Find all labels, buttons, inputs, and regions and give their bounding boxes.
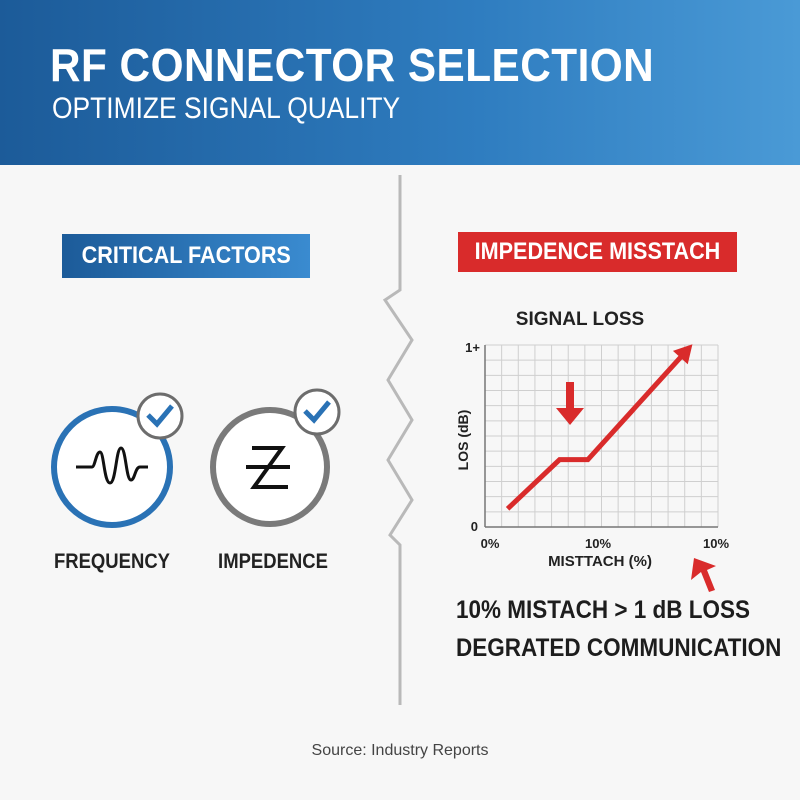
- badge-label: CRITICAL FACTORS: [81, 242, 291, 269]
- pointer-arrow-icon: [691, 558, 716, 592]
- factor-label-impedance: IMPEDENCE: [218, 550, 328, 573]
- x-tick-label: 10%: [703, 536, 729, 551]
- note-line-1: 10% MISTACH > 1 dB LOSS: [456, 596, 751, 624]
- frequency-icon: [51, 392, 184, 528]
- y-tick-label: 1+: [465, 340, 480, 355]
- divider-line: [382, 175, 414, 705]
- sine-wave-icon: [76, 446, 148, 485]
- arrowhead-icon: [672, 344, 693, 365]
- check-badge-icon: [293, 388, 341, 436]
- note-line-2: DEGRATED COMMUNICATION: [456, 634, 782, 662]
- page-subtitle: OPTIMIZE SIGNAL QUALITY: [52, 92, 401, 125]
- critical-factors-badge: CRITICAL FACTORS: [62, 234, 310, 278]
- x-tick-label: 10%: [585, 536, 611, 551]
- badge-label: IMPEDENCE MISSTACH: [474, 238, 721, 265]
- source-note: Source: Industry Reports: [311, 742, 489, 759]
- impedance-mismatch-badge: IMPEDENCE MISSTACH: [458, 232, 737, 272]
- y-axis-label: LOS (dB): [455, 410, 471, 471]
- down-arrow-icon: [556, 382, 584, 425]
- impedance-icon: [210, 388, 341, 527]
- header-banner: RF CONNECTOR SELECTION OPTIMIZE SIGNAL Q…: [0, 0, 800, 165]
- chart-title: SIGNAL LOSS: [516, 309, 644, 330]
- check-badge-icon: [136, 392, 184, 440]
- x-tick-label: 0%: [481, 536, 500, 551]
- page-title: RF CONNECTOR SELECTION: [50, 39, 655, 91]
- checkmark-icon: [303, 400, 331, 424]
- checkmark-icon: [146, 404, 174, 428]
- z-impedance-icon: [246, 446, 290, 489]
- y-tick-label: 0: [471, 519, 478, 534]
- signal-loss-chart: SIGNAL LOSS LOS (dB) MISTTACH (%) 0 1+ 0…: [455, 309, 729, 592]
- series-line: [505, 346, 691, 511]
- factor-label-frequency: FREQUENCY: [53, 550, 171, 573]
- x-axis-label: MISTTACH (%): [548, 553, 652, 570]
